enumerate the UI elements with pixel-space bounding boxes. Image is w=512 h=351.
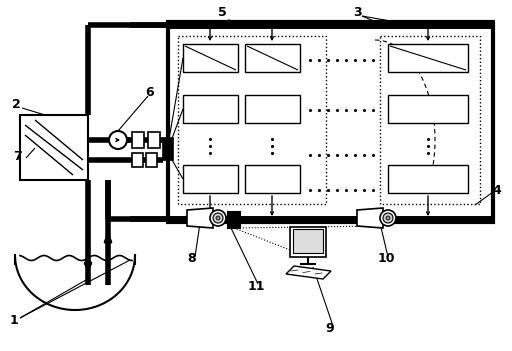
Bar — [380, 36, 480, 204]
Bar — [183, 44, 238, 72]
Text: 7: 7 — [14, 150, 23, 163]
Bar — [293, 229, 323, 253]
Bar — [20, 115, 88, 180]
Circle shape — [213, 213, 223, 223]
Bar — [132, 153, 143, 167]
Polygon shape — [357, 208, 383, 228]
Text: 8: 8 — [188, 252, 196, 265]
Circle shape — [216, 216, 220, 220]
Bar — [245, 165, 300, 193]
Text: 11: 11 — [247, 279, 265, 292]
Circle shape — [210, 210, 226, 226]
Circle shape — [380, 210, 396, 226]
Text: 4: 4 — [493, 184, 501, 197]
Bar — [388, 95, 468, 123]
Circle shape — [383, 213, 393, 223]
Bar — [178, 36, 326, 204]
Polygon shape — [187, 208, 213, 228]
Bar — [163, 138, 173, 160]
Bar — [183, 95, 238, 123]
Bar — [146, 153, 157, 167]
Text: 9: 9 — [326, 322, 334, 335]
Circle shape — [386, 216, 390, 220]
Bar — [168, 22, 493, 222]
Bar — [148, 132, 160, 148]
Circle shape — [109, 131, 127, 149]
Text: 5: 5 — [218, 7, 226, 20]
Bar — [388, 165, 468, 193]
Text: 6: 6 — [146, 86, 154, 99]
Bar — [290, 227, 326, 257]
Bar — [245, 95, 300, 123]
Bar — [228, 212, 240, 228]
Polygon shape — [286, 266, 331, 279]
Bar — [245, 44, 300, 72]
Bar — [132, 132, 144, 148]
Bar — [183, 165, 238, 193]
Text: 2: 2 — [12, 99, 20, 112]
Text: 1: 1 — [10, 313, 18, 326]
Text: 10: 10 — [377, 252, 395, 265]
Bar — [388, 44, 468, 72]
Text: 3: 3 — [354, 7, 362, 20]
